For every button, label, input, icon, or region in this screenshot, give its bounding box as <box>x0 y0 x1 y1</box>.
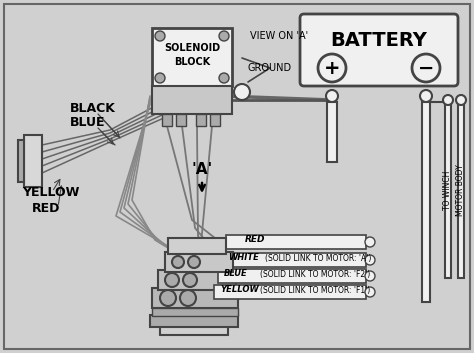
Bar <box>445 100 451 278</box>
Text: BLOCK: BLOCK <box>174 57 210 67</box>
Circle shape <box>443 95 453 105</box>
FancyBboxPatch shape <box>300 14 458 86</box>
Circle shape <box>365 287 375 297</box>
Text: +: + <box>324 59 340 78</box>
Text: TO WINCH: TO WINCH <box>444 170 453 210</box>
Circle shape <box>155 31 165 41</box>
Text: SOLENOID: SOLENOID <box>164 43 220 53</box>
Text: BLUE: BLUE <box>224 269 248 279</box>
Text: BLACK: BLACK <box>70 102 116 114</box>
Circle shape <box>183 273 197 287</box>
Bar <box>18 140 24 182</box>
Text: BATTERY: BATTERY <box>330 30 428 49</box>
Text: 'A': 'A' <box>191 162 213 178</box>
Circle shape <box>219 73 229 83</box>
Bar <box>458 100 464 278</box>
Bar <box>152 86 232 114</box>
Circle shape <box>365 237 375 247</box>
Text: RED: RED <box>32 202 60 215</box>
Text: BLUE: BLUE <box>70 115 106 128</box>
Text: (SOLID LINK TO MOTOR: 'A'): (SOLID LINK TO MOTOR: 'A') <box>265 253 371 263</box>
Bar <box>168 238 226 254</box>
Text: WHITE: WHITE <box>228 253 259 263</box>
Text: YELLOW: YELLOW <box>22 185 79 198</box>
Circle shape <box>318 54 346 82</box>
Text: (SOLID LINK TO MOTOR: 'F1'): (SOLID LINK TO MOTOR: 'F1') <box>260 286 370 294</box>
Bar <box>24 135 42 187</box>
Circle shape <box>412 54 440 82</box>
Bar <box>422 102 430 302</box>
Bar <box>165 252 233 272</box>
Bar <box>214 285 366 299</box>
Bar <box>152 308 238 316</box>
Bar <box>162 114 172 126</box>
Bar <box>218 269 366 283</box>
Text: YELLOW: YELLOW <box>220 286 259 294</box>
Text: VIEW ON 'A': VIEW ON 'A' <box>250 31 308 41</box>
Circle shape <box>160 290 176 306</box>
Bar <box>158 270 236 290</box>
Text: RED: RED <box>245 235 265 245</box>
Circle shape <box>180 290 196 306</box>
Text: GROUND: GROUND <box>248 63 292 73</box>
Circle shape <box>326 90 338 102</box>
Circle shape <box>365 255 375 265</box>
Text: MOTOR BODY: MOTOR BODY <box>456 164 465 216</box>
Circle shape <box>420 90 432 102</box>
Circle shape <box>155 73 165 83</box>
Circle shape <box>234 84 250 100</box>
Bar <box>176 114 186 126</box>
Bar <box>196 114 206 126</box>
Text: −: − <box>418 59 434 78</box>
Circle shape <box>219 31 229 41</box>
Circle shape <box>165 273 179 287</box>
Text: (SOLID LINK TO MOTOR: 'F2'): (SOLID LINK TO MOTOR: 'F2') <box>260 269 370 279</box>
Circle shape <box>188 256 200 268</box>
Bar <box>150 315 238 327</box>
Circle shape <box>365 271 375 281</box>
Bar <box>226 235 366 249</box>
Bar <box>327 102 337 162</box>
Bar <box>222 253 366 267</box>
Bar <box>152 28 232 86</box>
Circle shape <box>456 95 466 105</box>
Circle shape <box>172 256 184 268</box>
Bar <box>210 114 220 126</box>
Bar <box>152 288 238 308</box>
